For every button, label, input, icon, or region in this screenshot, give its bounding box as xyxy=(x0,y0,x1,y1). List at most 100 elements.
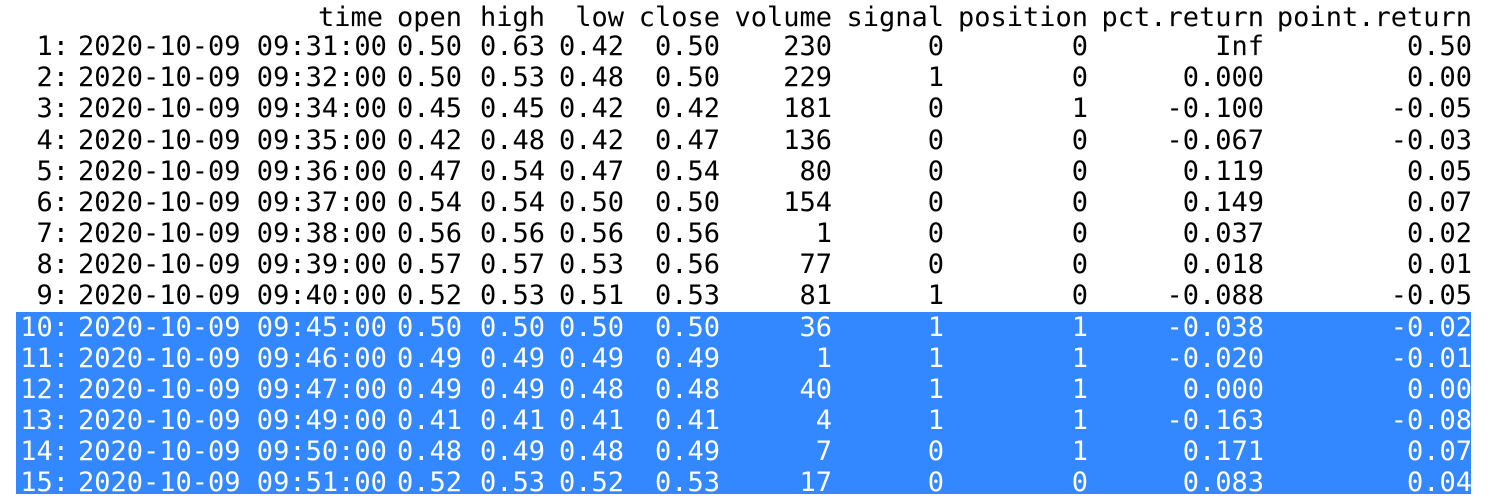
low-cell: 0.48 xyxy=(558,62,624,93)
header-open: open xyxy=(396,2,462,33)
signal-cell: 1 xyxy=(927,312,944,343)
point-return-cell: 0.07 xyxy=(1406,436,1472,467)
volume-cell: 77 xyxy=(799,249,832,280)
high-cell: 0.41 xyxy=(479,405,545,436)
row-index: 6: xyxy=(36,187,69,218)
table-row[interactable]: 10: 2020-10-09 09:45:00 0.50 0.50 0.50 0.50 36… xyxy=(0,312,1497,343)
pct-return-cell: 0.083 xyxy=(1182,467,1264,498)
selection-highlight xyxy=(16,405,1471,436)
position-cell: 1 xyxy=(1071,436,1088,467)
low-cell: 0.42 xyxy=(558,31,624,62)
signal-cell: 0 xyxy=(927,467,944,498)
table-row[interactable]: 4: 2020-10-09 09:35:00 0.42 0.48 0.42 0.47 136… xyxy=(0,125,1497,156)
low-cell: 0.53 xyxy=(558,249,624,280)
high-cell: 0.50 xyxy=(479,312,545,343)
header-high: high xyxy=(479,2,545,33)
high-cell: 0.53 xyxy=(479,62,545,93)
table-row[interactable]: 13: 2020-10-09 09:49:00 0.41 0.41 0.41 0.41 4 1… xyxy=(0,405,1497,436)
close-cell: 0.42 xyxy=(654,93,720,124)
table-row[interactable]: 7: 2020-10-09 09:38:00 0.56 0.56 0.56 0.56 1 0 0… xyxy=(0,218,1497,249)
open-cell: 0.57 xyxy=(396,249,462,280)
pct-return-cell: 0.000 xyxy=(1182,374,1264,405)
signal-cell: 0 xyxy=(927,125,944,156)
pct-return-cell: -0.038 xyxy=(1166,312,1264,343)
selection-highlight xyxy=(16,312,1471,343)
table-row[interactable]: 14: 2020-10-09 09:50:00 0.48 0.49 0.48 0.49 7 0… xyxy=(0,436,1497,467)
pct-return-cell: -0.020 xyxy=(1166,343,1264,374)
close-cell: 0.49 xyxy=(654,436,720,467)
close-cell: 0.56 xyxy=(654,249,720,280)
row-index: 3: xyxy=(36,93,69,124)
open-cell: 0.50 xyxy=(396,312,462,343)
point-return-cell: 0.50 xyxy=(1406,31,1472,62)
close-cell: 0.56 xyxy=(654,218,720,249)
pct-return-cell: 0.037 xyxy=(1182,218,1264,249)
row-index: 2: xyxy=(36,62,69,93)
volume-cell: 4 xyxy=(815,405,832,436)
time-cell: 2020-10-09 09:51:00 xyxy=(78,467,387,498)
position-cell: 0 xyxy=(1071,156,1088,187)
open-cell: 0.54 xyxy=(396,187,462,218)
low-cell: 0.48 xyxy=(558,436,624,467)
low-cell: 0.48 xyxy=(558,374,624,405)
row-index: 11: xyxy=(20,343,69,374)
signal-cell: 0 xyxy=(927,249,944,280)
high-cell: 0.54 xyxy=(479,156,545,187)
table-row[interactable]: 5: 2020-10-09 09:36:00 0.47 0.54 0.47 0.54 80 0… xyxy=(0,156,1497,187)
time-cell: 2020-10-09 09:47:00 xyxy=(78,374,387,405)
volume-cell: 181 xyxy=(783,93,832,124)
low-cell: 0.49 xyxy=(558,343,624,374)
volume-cell: 17 xyxy=(799,467,832,498)
signal-cell: 1 xyxy=(927,343,944,374)
table-row[interactable]: 6: 2020-10-09 09:37:00 0.54 0.54 0.50 0.50 154… xyxy=(0,187,1497,218)
row-index: 15: xyxy=(20,467,69,498)
position-cell: 0 xyxy=(1071,280,1088,311)
position-cell: 1 xyxy=(1071,93,1088,124)
position-cell: 0 xyxy=(1071,467,1088,498)
high-cell: 0.57 xyxy=(479,249,545,280)
position-cell: 1 xyxy=(1071,374,1088,405)
volume-cell: 1 xyxy=(815,343,832,374)
header-point-return: point.return xyxy=(1276,2,1472,33)
row-index: 12: xyxy=(20,374,69,405)
pct-return-cell: 0.171 xyxy=(1182,436,1264,467)
table-row[interactable]: 15: 2020-10-09 09:51:00 0.52 0.53 0.52 0.53 17… xyxy=(0,467,1497,498)
open-cell: 0.47 xyxy=(396,156,462,187)
row-index: 7: xyxy=(36,218,69,249)
table-header: time open high low close volume signal p… xyxy=(0,0,1497,36)
close-cell: 0.50 xyxy=(654,312,720,343)
high-cell: 0.45 xyxy=(479,93,545,124)
row-index: 4: xyxy=(36,125,69,156)
pct-return-cell: -0.163 xyxy=(1166,405,1264,436)
table-row[interactable]: 8: 2020-10-09 09:39:00 0.57 0.57 0.53 0.56 77 0… xyxy=(0,249,1497,280)
signal-cell: 1 xyxy=(927,374,944,405)
high-cell: 0.49 xyxy=(479,436,545,467)
selection-highlight xyxy=(16,467,1471,494)
pct-return-cell: -0.067 xyxy=(1166,125,1264,156)
close-cell: 0.47 xyxy=(654,125,720,156)
signal-cell: 1 xyxy=(927,405,944,436)
selection-highlight xyxy=(16,343,1471,374)
table-row[interactable]: 2: 2020-10-09 09:32:00 0.50 0.53 0.48 0.50 229… xyxy=(0,62,1497,93)
table-row[interactable]: 1: 2020-10-09 09:31:00 0.50 0.63 0.42 0.50 230… xyxy=(0,31,1497,62)
table-row[interactable]: 11: 2020-10-09 09:46:00 0.49 0.49 0.49 0.49 1 1… xyxy=(0,343,1497,374)
volume-cell: 7 xyxy=(815,436,832,467)
header-signal: signal xyxy=(846,2,944,33)
close-cell: 0.50 xyxy=(654,62,720,93)
header-close: close xyxy=(638,2,720,33)
high-cell: 0.49 xyxy=(479,374,545,405)
high-cell: 0.53 xyxy=(479,280,545,311)
row-index: 14: xyxy=(20,436,69,467)
pct-return-cell: 0.149 xyxy=(1182,187,1264,218)
table-row[interactable]: 9: 2020-10-09 09:40:00 0.52 0.53 0.51 0.53 81 1… xyxy=(0,280,1497,311)
low-cell: 0.42 xyxy=(558,125,624,156)
point-return-cell: -0.08 xyxy=(1390,405,1472,436)
table-row[interactable]: 12: 2020-10-09 09:47:00 0.49 0.49 0.48 0.48 40… xyxy=(0,374,1497,405)
position-cell: 0 xyxy=(1071,125,1088,156)
table-row[interactable]: 3: 2020-10-09 09:34:00 0.45 0.45 0.42 0.42 181… xyxy=(0,93,1497,124)
header-pct-return: pct.return xyxy=(1101,2,1264,33)
signal-cell: 0 xyxy=(927,187,944,218)
volume-cell: 154 xyxy=(783,187,832,218)
open-cell: 0.52 xyxy=(396,467,462,498)
